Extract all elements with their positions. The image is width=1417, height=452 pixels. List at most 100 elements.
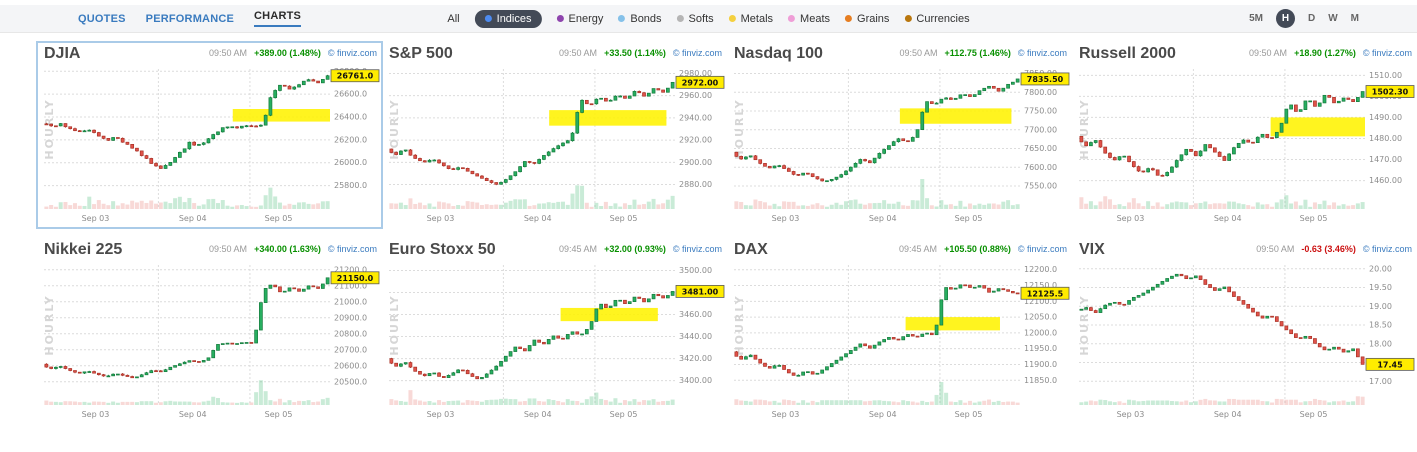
x-axis-labels: Sep 03 Sep 04 Sep 05 [1117,410,1328,419]
chart-time: 09:50 AM [209,48,248,58]
filter-metals[interactable]: Metals [728,13,773,25]
chart-panel-rut[interactable]: Russell 2000 09:50 AM +18.90 (1.27%) © finv… [1073,43,1416,227]
filter-energy[interactable]: Energy [556,13,603,25]
finviz-attribution-link[interactable]: © finviz.com [672,244,722,254]
tab-charts[interactable]: CHARTS [254,10,302,27]
timeframe-5m[interactable]: 5M [1249,13,1263,24]
hourly-watermark: HOURLY [388,98,401,159]
timeframe-d[interactable]: D [1307,13,1316,24]
chart-panel-dax[interactable]: DAX 09:45 AM +105.50 (0.88%) © finviz.com HO… [728,239,1071,423]
chart-time: 09:50 AM [1249,48,1288,58]
chart-panel-vix[interactable]: VIX 09:50 AM -0.63 (3.46%) © finviz.com HOUR… [1073,239,1416,423]
svg-text:20500.0: 20500.0 [334,377,367,386]
tab-quotes[interactable]: QUOTES [78,12,126,25]
chart-header: Euro Stoxx 50 09:45 AM +32.00 (0.93%) © fin… [383,239,726,259]
filter-indices[interactable]: Indices [474,9,542,28]
finviz-attribution-link[interactable]: © finviz.com [1362,48,1412,58]
finviz-attribution-link[interactable]: © finviz.com [1362,244,1412,254]
category-dot [556,15,564,22]
candlestick-chart-djia[interactable]: HOURLY 25800.0 26000.0 26200.0 26400.0 26600.… [38,63,381,227]
svg-text:HOURLY: HOURLY [43,294,56,355]
filter-currencies[interactable]: Currencies [904,12,970,25]
finviz-attribution-link[interactable]: © finviz.com [672,48,722,58]
chart-header: Nikkei 225 09:50 AM +340.00 (1.63%) © finvi… [38,239,381,259]
chart-panel-spx[interactable]: S&P 500 09:50 AM +33.50 (1.14%) © finviz.co… [383,43,726,227]
svg-text:Sep 05: Sep 05 [265,410,293,419]
finviz-attribution-link[interactable]: © finviz.com [327,48,377,58]
svg-text:Sep 03: Sep 03 [427,410,455,419]
timeframe-h[interactable]: H [1275,9,1295,28]
hourly-watermark: HOURLY [43,294,56,355]
finviz-attribution-link[interactable]: © finviz.com [1017,244,1067,254]
candlestick-chart-ndx[interactable]: HOURLY 7550.00 7600.00 7650.00 7700.00 7750.0… [728,63,1071,227]
svg-text:1470.00: 1470.00 [1369,155,1402,164]
filter-label: Indices [496,12,532,25]
svg-text:Sep 04: Sep 04 [1214,214,1242,223]
category-dot [484,15,492,22]
filter-softs[interactable]: Softs [676,13,714,25]
filter-bonds[interactable]: Bonds [618,13,662,25]
candlestick-chart-rut[interactable]: HOURLY1460.001470.001480.001490.001500.0… [1073,63,1416,227]
chart-title: Euro Stoxx 50 [389,241,496,258]
candlestick-chart-nikkei[interactable]: HOURLY 20500.0 20600.0 20700.0 20800.0 20900.… [38,259,381,423]
last-price-label: 7835.50 [1020,72,1070,86]
svg-text:Sep 04: Sep 04 [179,410,207,419]
candlestick-chart-dax[interactable]: HOURLY 11850.0 11900.0 11950.0 12000.0 12050.… [728,259,1071,423]
last-price-label: 21150.0 [330,271,380,285]
chart-change: +112.75 (1.46%) [944,48,1011,58]
svg-text:25800.0: 25800.0 [334,181,367,190]
chart-info: 09:50 AM +340.00 (1.63%) © finviz.com [209,244,377,254]
filter-label: Energy [568,12,604,25]
candlestick-chart-stoxx[interactable]: HOURLY3400.003420.003440.003460.003480.0… [383,259,726,423]
svg-text:20800.0: 20800.0 [334,329,367,338]
volume-bars [389,390,675,405]
chart-header: DAX 09:45 AM +105.50 (0.88%) © finviz.com [728,239,1071,259]
chart-time: 09:50 AM [209,244,248,254]
grid-lines [734,265,1020,405]
timeframe-w[interactable]: W [1328,13,1338,24]
chart-title: Russell 2000 [1079,45,1176,62]
filter-grains[interactable]: Grains [845,13,889,25]
timeframe-m[interactable]: M [1350,13,1359,24]
candlesticks [44,277,330,379]
finviz-attribution-link[interactable]: © finviz.com [327,244,377,254]
candlesticks [44,74,330,169]
timeframe-selector: 5M H D W M [1249,9,1417,28]
svg-text:7550.00: 7550.00 [1024,182,1057,191]
chart-panel-stoxx[interactable]: Euro Stoxx 50 09:45 AM +32.00 (0.93%) © fin… [383,239,726,423]
svg-text:17.00: 17.00 [1369,377,1392,386]
svg-text:Sep 04: Sep 04 [524,410,552,419]
svg-text:7600.00: 7600.00 [1024,163,1057,172]
svg-text:Sep 05: Sep 05 [955,214,983,223]
chart-time: 09:45 AM [899,244,938,254]
chart-header: S&P 500 09:50 AM +33.50 (1.14%) © finviz.co… [383,43,726,63]
svg-text:Sep 03: Sep 03 [82,214,110,223]
chart-panel-nikkei[interactable]: Nikkei 225 09:50 AM +340.00 (1.63%) © finvi… [38,239,381,423]
svg-text:3460.00: 3460.00 [679,310,712,319]
svg-text:1460.00: 1460.00 [1369,176,1402,185]
svg-text:Sep 04: Sep 04 [869,214,897,223]
svg-text:2972.00: 2972.00 [682,78,719,87]
chart-title: DJIA [44,45,81,62]
support-zone-highlight [560,307,658,322]
filter-label: Currencies [916,12,970,25]
filter-meats[interactable]: Meats [788,13,830,25]
category-dot [845,15,853,22]
chart-title: VIX [1079,241,1105,258]
candlesticks [734,78,1020,183]
support-zone-highlight [905,317,1000,331]
svg-text:2880.00: 2880.00 [679,180,712,189]
candlestick-chart-spx[interactable]: HOURLY 2880.00 2900.00 2920.00 2940.00 2960.0… [383,63,726,227]
filter-all[interactable]: All [447,13,459,25]
hourly-watermark: HOURLY [43,98,56,159]
support-zone-highlight [899,108,1012,124]
chart-change: -0.63 (3.46%) [1301,244,1356,254]
svg-text:19.00: 19.00 [1369,302,1392,311]
chart-panel-djia[interactable]: DJIA 09:50 AM +389.00 (1.48%) © finviz.com H… [36,41,383,229]
chart-panel-ndx[interactable]: Nasdaq 100 09:50 AM +112.75 (1.46%) © finvi… [728,43,1071,227]
candlestick-chart-vix[interactable]: HOURLY17.0017.5018.0018.5019.0019.5020.0… [1073,259,1416,423]
chart-header: VIX 09:50 AM -0.63 (3.46%) © finviz.com [1073,239,1416,259]
y-axis-labels: 3400.003420.003440.003460.003480.003500.… [679,266,712,385]
finviz-attribution-link[interactable]: © finviz.com [1017,48,1067,58]
tab-performance[interactable]: PERFORMANCE [145,12,235,25]
